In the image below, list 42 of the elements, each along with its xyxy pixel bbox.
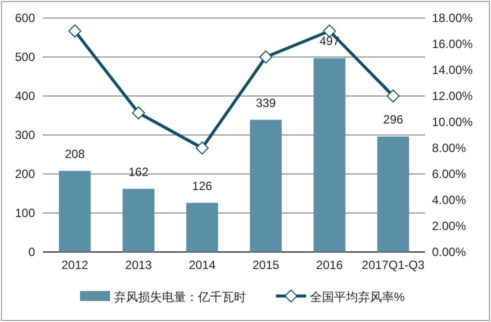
bar bbox=[314, 58, 346, 252]
y2-tick-label: 4.00% bbox=[432, 193, 466, 207]
y-tick-label: 400 bbox=[14, 89, 36, 103]
x-tick-label: 2016 bbox=[316, 258, 344, 272]
y-tick-label: 0 bbox=[28, 245, 36, 259]
legend-label: 全国平均弃风率% bbox=[310, 290, 405, 304]
y2-tick-label: 14.00% bbox=[432, 63, 474, 77]
y-tick-label: 100 bbox=[14, 206, 36, 220]
y2-tick-label: 16.00% bbox=[432, 37, 474, 51]
x-tick-label: 2013 bbox=[125, 258, 152, 272]
data-label: 208 bbox=[64, 146, 86, 161]
point bbox=[323, 24, 336, 38]
y-tick-label: 500 bbox=[14, 50, 36, 64]
y2-tick-label: 10.00% bbox=[432, 115, 474, 129]
x-tick-label: 2017Q1-Q3 bbox=[362, 258, 425, 272]
y2-tick-label: 8.00% bbox=[432, 141, 466, 155]
y-tick-label: 600 bbox=[14, 11, 36, 25]
point bbox=[259, 50, 272, 64]
data-label: 339 bbox=[256, 96, 276, 110]
data-label: 126 bbox=[192, 178, 212, 193]
y2-tick-label: 18.00% bbox=[432, 11, 474, 25]
bar bbox=[58, 170, 91, 252]
bar bbox=[250, 120, 282, 252]
y-tick-label: 200 bbox=[14, 167, 36, 181]
x-tick-label: 2015 bbox=[252, 258, 280, 272]
point bbox=[68, 24, 82, 38]
point bbox=[386, 90, 400, 102]
bar bbox=[122, 188, 154, 252]
point bbox=[196, 142, 209, 154]
data-label: 296 bbox=[383, 112, 404, 127]
x-tick-label: 2014 bbox=[188, 258, 216, 272]
y-tick-label: 300 bbox=[14, 128, 36, 142]
data-label: 162 bbox=[128, 164, 149, 179]
y2-tick-label: 12.00% bbox=[432, 89, 474, 103]
y2-tick-label: 0.00% bbox=[432, 245, 466, 259]
bar bbox=[186, 202, 218, 252]
y2-tick-label: 6.00% bbox=[432, 167, 466, 181]
y2-tick-label: 2.00% bbox=[432, 219, 466, 233]
x-tick-label: 2012 bbox=[61, 258, 89, 272]
bar bbox=[377, 136, 410, 252]
legend-label: 弃风损失电量：亿千瓦时 bbox=[114, 290, 246, 304]
point bbox=[132, 106, 145, 120]
